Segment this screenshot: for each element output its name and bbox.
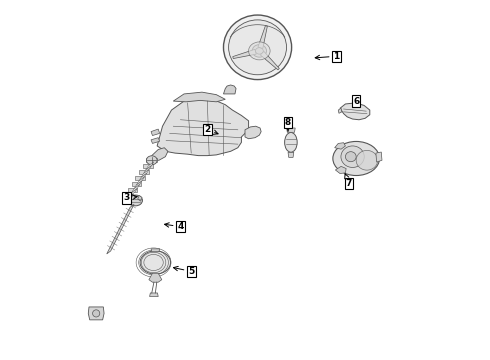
Polygon shape [376,152,382,162]
Polygon shape [88,307,104,320]
Polygon shape [131,184,140,193]
Polygon shape [144,166,151,174]
Polygon shape [131,183,141,186]
Ellipse shape [229,20,287,75]
Ellipse shape [223,15,292,80]
Text: 4: 4 [165,222,184,231]
Text: 8: 8 [285,118,291,131]
Text: 3: 3 [123,193,137,202]
Ellipse shape [333,141,379,176]
Polygon shape [335,143,345,149]
Ellipse shape [129,195,143,206]
Ellipse shape [341,146,364,167]
Polygon shape [173,92,225,102]
Polygon shape [340,103,370,120]
Ellipse shape [285,132,297,152]
Polygon shape [149,273,162,282]
Polygon shape [233,49,256,59]
Polygon shape [149,293,158,297]
Circle shape [93,310,100,317]
Ellipse shape [255,48,263,54]
Ellipse shape [140,251,171,274]
Polygon shape [143,165,153,168]
Polygon shape [223,85,236,94]
Polygon shape [146,162,154,170]
Polygon shape [128,194,133,198]
Polygon shape [139,173,147,181]
Polygon shape [129,188,137,197]
Ellipse shape [147,156,157,165]
Polygon shape [338,108,342,113]
Polygon shape [147,158,157,162]
Polygon shape [139,170,149,174]
Polygon shape [134,181,142,189]
Polygon shape [288,152,294,157]
Polygon shape [287,128,295,132]
Polygon shape [258,26,268,49]
Polygon shape [151,249,160,252]
Polygon shape [151,129,160,135]
Text: 7: 7 [344,174,352,188]
Ellipse shape [252,45,267,57]
Text: 2: 2 [204,125,218,134]
Ellipse shape [345,152,356,162]
Polygon shape [124,194,133,198]
Polygon shape [151,138,160,143]
Polygon shape [141,169,149,177]
Ellipse shape [356,150,378,170]
Polygon shape [136,177,145,185]
Text: 6: 6 [353,96,359,108]
Ellipse shape [248,42,270,60]
Text: 1: 1 [315,52,340,61]
Polygon shape [128,188,137,192]
Polygon shape [335,166,346,174]
Polygon shape [157,98,248,156]
Polygon shape [138,195,142,201]
Polygon shape [245,126,261,139]
Polygon shape [260,51,279,70]
Polygon shape [107,204,134,254]
Text: 5: 5 [173,266,195,276]
Polygon shape [135,176,145,180]
Polygon shape [152,148,168,160]
